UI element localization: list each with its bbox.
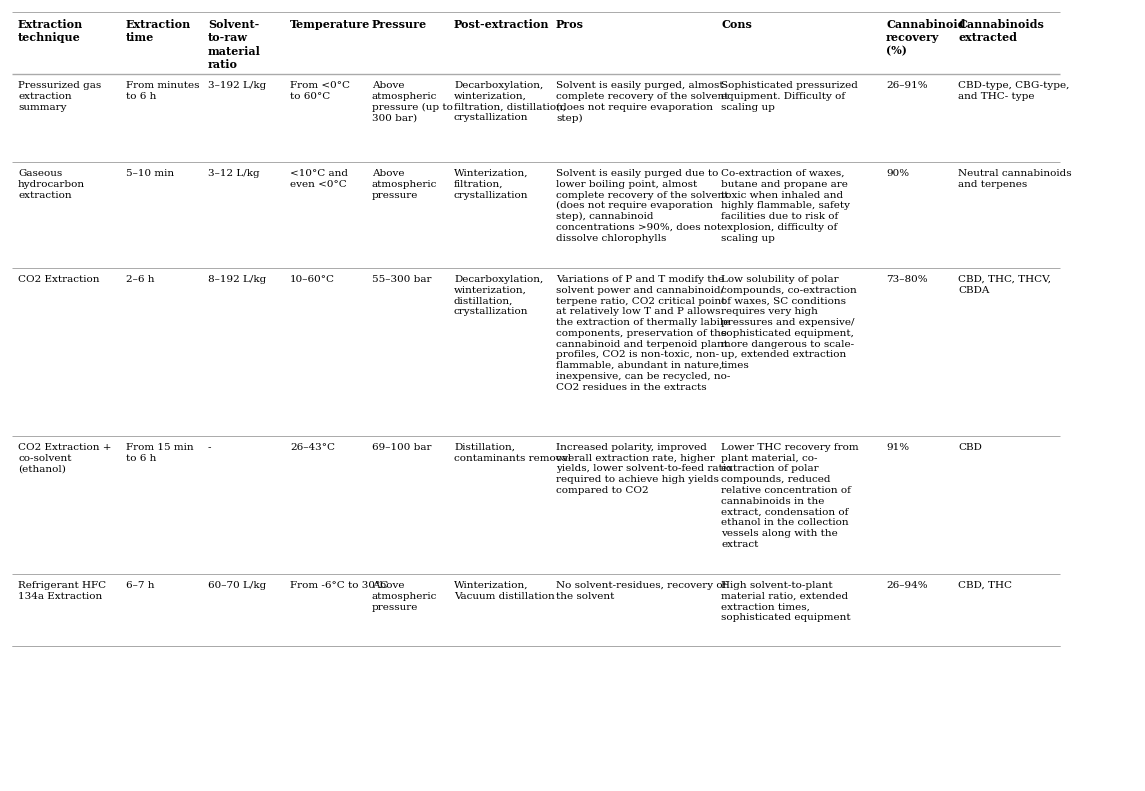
Text: Cannabinoids
extracted: Cannabinoids extracted [958, 19, 1044, 44]
Text: 26–43°C: 26–43°C [290, 443, 335, 452]
Text: Neutral cannabinoids
and terpenes: Neutral cannabinoids and terpenes [958, 169, 1072, 189]
Text: Winterization,
filtration,
crystallization: Winterization, filtration, crystallizati… [455, 169, 529, 199]
Text: Pros: Pros [556, 19, 584, 30]
Text: From 15 min
to 6 h: From 15 min to 6 h [126, 443, 194, 463]
Text: From -6°C to 30°C: From -6°C to 30°C [290, 581, 388, 590]
Text: 73–80%: 73–80% [886, 275, 927, 284]
Text: 6–7 h: 6–7 h [126, 581, 155, 590]
Text: 69–100 bar: 69–100 bar [372, 443, 432, 452]
Text: Lower THC recovery from
plant material, co-
extraction of polar
compounds, reduc: Lower THC recovery from plant material, … [721, 443, 859, 549]
Text: No solvent-residues, recovery of
the solvent: No solvent-residues, recovery of the sol… [556, 581, 726, 600]
Text: Cannabinoid
recovery
(%): Cannabinoid recovery (%) [886, 19, 965, 56]
Text: CBD-type, CBG-type,
and THC- type: CBD-type, CBG-type, and THC- type [958, 81, 1069, 100]
Text: From <0°C
to 60°C: From <0°C to 60°C [290, 81, 350, 100]
Text: 8–192 L/kg: 8–192 L/kg [208, 275, 267, 284]
Text: Above
atmospheric
pressure: Above atmospheric pressure [372, 169, 437, 199]
Text: 90%: 90% [886, 169, 909, 178]
Text: -: - [208, 443, 212, 452]
Text: Solvent is easily purged due to
lower boiling point, almost
complete recovery of: Solvent is easily purged due to lower bo… [556, 169, 728, 243]
Text: Sophisticated pressurized
equipment. Difficulty of
scaling up: Sophisticated pressurized equipment. Dif… [721, 81, 858, 112]
Text: High solvent-to-plant
material ratio, extended
extraction times,
sophisticated e: High solvent-to-plant material ratio, ex… [721, 581, 851, 623]
Text: Above
atmospheric
pressure (up to
300 bar): Above atmospheric pressure (up to 300 ba… [372, 81, 453, 123]
Text: Winterization,
Vacuum distillation: Winterization, Vacuum distillation [455, 581, 554, 600]
Text: Co-extraction of waxes,
butane and propane are
toxic when inhaled and
highly fla: Co-extraction of waxes, butane and propa… [721, 169, 850, 243]
Text: Increased polarity, improved
overall extraction rate, higher
yields, lower solve: Increased polarity, improved overall ext… [556, 443, 733, 495]
Text: 55–300 bar: 55–300 bar [372, 275, 432, 284]
Text: CBD, THC: CBD, THC [958, 581, 1012, 590]
Text: Variations of P and T modify the
solvent power and cannabinoid/
terpene ratio, C: Variations of P and T modify the solvent… [556, 275, 731, 392]
Text: 3–192 L/kg: 3–192 L/kg [208, 81, 267, 90]
Text: Solvent-
to-raw
material
ratio: Solvent- to-raw material ratio [208, 19, 261, 70]
Text: 10–60°C: 10–60°C [290, 275, 335, 284]
Text: 2–6 h: 2–6 h [126, 275, 155, 284]
Text: 91%: 91% [886, 443, 909, 452]
Text: Distillation,
contaminants removal: Distillation, contaminants removal [455, 443, 571, 463]
Text: <10°C and
even <0°C: <10°C and even <0°C [290, 169, 348, 189]
Text: 3–12 L/kg: 3–12 L/kg [208, 169, 260, 178]
Text: Extraction
time: Extraction time [126, 19, 191, 44]
Text: CBD, THC, THCV,
CBDA: CBD, THC, THCV, CBDA [958, 275, 1051, 295]
Text: CO2 Extraction: CO2 Extraction [18, 275, 100, 284]
Text: 5–10 min: 5–10 min [126, 169, 174, 178]
Text: From minutes
to 6 h: From minutes to 6 h [126, 81, 199, 100]
Text: Decarboxylation,
winterization,
filtration, distillation,
crystallization: Decarboxylation, winterization, filtrati… [455, 81, 566, 123]
Text: Gaseous
hydrocarbon
extraction: Gaseous hydrocarbon extraction [18, 169, 85, 199]
Text: Pressure: Pressure [372, 19, 427, 30]
Text: Low solubility of polar
compounds, co-extraction
of waxes, SC conditions
require: Low solubility of polar compounds, co-ex… [721, 275, 856, 370]
Text: Decarboxylation,
winterization,
distillation,
crystallization: Decarboxylation, winterization, distilla… [455, 275, 543, 316]
Text: 26–91%: 26–91% [886, 81, 927, 90]
Text: Pressurized gas
extraction
summary: Pressurized gas extraction summary [18, 81, 101, 112]
Text: CO2 Extraction +
co-solvent
(ethanol): CO2 Extraction + co-solvent (ethanol) [18, 443, 111, 474]
Text: Above
atmospheric
pressure: Above atmospheric pressure [372, 581, 437, 611]
Text: Post-extraction: Post-extraction [455, 19, 550, 30]
Text: Solvent is easily purged, almost
complete recovery of the solvent
(does not requ: Solvent is easily purged, almost complet… [556, 81, 728, 123]
Text: 60–70 L/kg: 60–70 L/kg [208, 581, 267, 590]
Text: Temperature: Temperature [290, 19, 370, 30]
Text: Refrigerant HFC
134a Extraction: Refrigerant HFC 134a Extraction [18, 581, 106, 600]
Text: Extraction
technique: Extraction technique [18, 19, 84, 44]
Text: Cons: Cons [721, 19, 752, 30]
Text: 26–94%: 26–94% [886, 581, 927, 590]
Text: CBD: CBD [958, 443, 982, 452]
